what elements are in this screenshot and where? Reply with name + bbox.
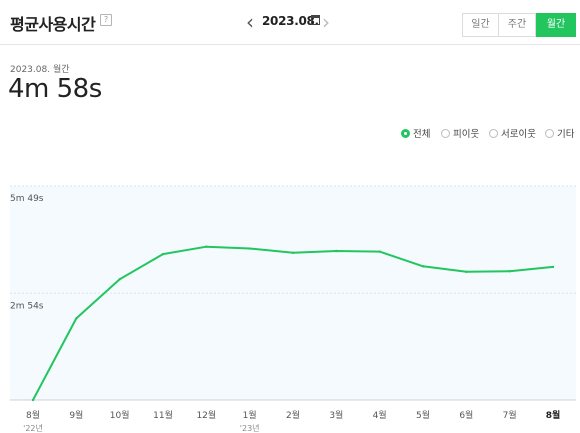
x-tick-sublabel: '23년 — [240, 423, 260, 433]
data-point — [378, 250, 381, 253]
x-tick-label: 9월 — [69, 409, 83, 421]
x-tick-label: 5월 — [416, 409, 430, 421]
summary-value: 4m 58s — [8, 74, 102, 104]
data-point — [291, 251, 295, 255]
data-point — [508, 270, 511, 273]
radio-icon — [489, 129, 498, 138]
data-point — [75, 317, 78, 320]
current-date: 2023.08. — [262, 14, 319, 28]
legend-label: 기타 — [557, 129, 575, 140]
x-tick-label: 11월 — [153, 409, 173, 421]
y-tick-label: 5m 49s — [10, 194, 44, 204]
tab-daily[interactable]: 일간 — [462, 13, 499, 37]
data-point — [465, 270, 468, 274]
radio-selected-icon — [401, 129, 410, 138]
x-tick-label: 12월 — [196, 409, 216, 421]
legend-label: 서로이웃 — [501, 129, 536, 140]
data-point — [335, 249, 338, 253]
y-tick-label: 2m 54s — [10, 301, 44, 311]
chevron-left-icon[interactable]: ‹ — [246, 10, 254, 34]
x-tick-label: 8월 — [26, 409, 40, 421]
tab-monthly[interactable]: 월간 — [536, 13, 576, 37]
legend-label: 전체 — [413, 129, 431, 140]
legend-item-all[interactable]: 전체 — [401, 126, 430, 140]
legend-label: 피이웃 — [453, 129, 480, 140]
data-point — [31, 398, 35, 402]
data-point — [118, 278, 121, 281]
data-point — [248, 247, 251, 250]
chevron-right-icon[interactable]: › — [322, 10, 330, 34]
data-point — [161, 252, 165, 256]
header: 평균사용시간 ? ‹ 2023.08. › 일간 주간 월간 — [0, 0, 580, 45]
x-tick-label: 3월 — [329, 409, 343, 421]
x-tick-label: 1월 — [243, 409, 257, 421]
page-title: 평균사용시간 — [10, 15, 96, 34]
tab-weekly[interactable]: 주간 — [498, 13, 536, 37]
data-point — [205, 245, 208, 248]
legend-item-neighbor[interactable]: 피이웃 — [441, 126, 479, 140]
data-point — [551, 265, 555, 269]
radio-icon — [545, 129, 554, 138]
radio-icon — [441, 129, 450, 138]
x-tick-label: 2월 — [286, 409, 300, 421]
data-point — [421, 265, 425, 268]
x-tick-label: 7월 — [503, 409, 517, 421]
x-tick-label: 6월 — [459, 409, 473, 421]
calendar-icon[interactable] — [311, 15, 320, 25]
x-tick-label: 10월 — [110, 409, 130, 421]
legend-item-other[interactable]: 기타 — [545, 126, 574, 140]
x-tick-label: 4월 — [373, 409, 387, 421]
x-tick-label: 8월 — [546, 409, 561, 421]
legend-item-mutual-neighbor[interactable]: 서로이웃 — [489, 126, 536, 140]
help-icon[interactable]: ? — [100, 14, 112, 26]
summary-period: 2023.08. 월간 — [10, 65, 70, 75]
x-tick-sublabel: '22년 — [23, 423, 43, 433]
